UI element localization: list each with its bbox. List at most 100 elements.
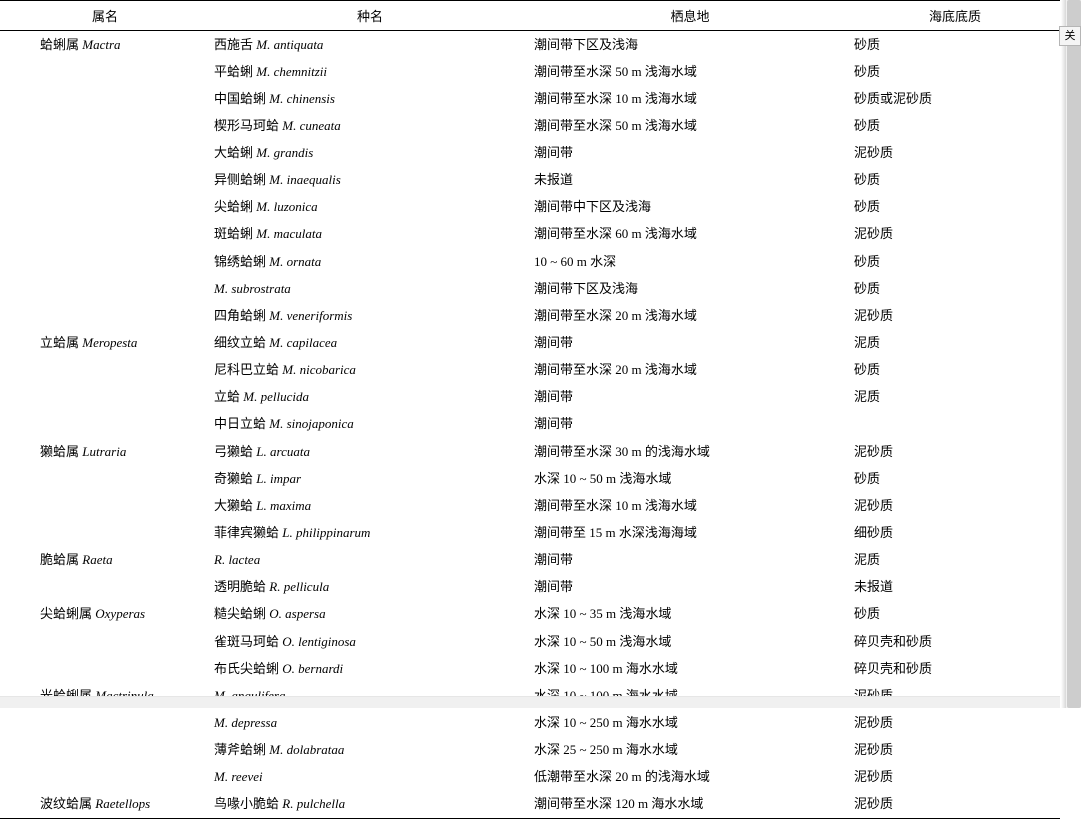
- species-cn: 大獭蛤: [214, 498, 253, 513]
- species-cell: 楔形马珂蛤 M. cuneata: [210, 112, 530, 139]
- species-scientific: O. lentiginosa: [282, 634, 356, 649]
- genus-cell: [0, 764, 210, 791]
- species-scientific: M. cuneata: [282, 118, 340, 133]
- species-scientific: M. inaequalis: [269, 172, 341, 187]
- vertical-scrollbar-thumb[interactable]: [1067, 0, 1081, 708]
- species-cell: 大蛤蜊 M. grandis: [210, 140, 530, 167]
- species-scientific: L. philippinarum: [282, 525, 370, 540]
- species-cn: 斑蛤蜊: [214, 226, 253, 241]
- genus-cell: [0, 194, 210, 221]
- species-cn: 薄斧蛤蜊: [214, 742, 266, 757]
- species-cn: 立蛤: [214, 389, 240, 404]
- habitat-cell: 水深 10 ~ 100 m 海水水域: [530, 655, 850, 682]
- substrate-cell: 泥砂质: [850, 710, 1060, 737]
- species-scientific: M. reevei: [214, 769, 263, 784]
- species-cell: 平蛤蜊 M. chemnitzii: [210, 58, 530, 85]
- genus-cell: 尖蛤蜊属 Oxyperas: [0, 601, 210, 628]
- vertical-scrollbar[interactable]: [1065, 0, 1081, 708]
- species-cn: 西施舌: [214, 37, 253, 52]
- substrate-cell: 砂质: [850, 167, 1060, 194]
- table-row: 尖蛤蜊属 Oxyperas糙尖蛤蜊 O. aspersa水深 10 ~ 35 m…: [0, 601, 1060, 628]
- substrate-cell: 砂质或泥砂质: [850, 85, 1060, 112]
- genus-cn: 尖蛤蜊属: [40, 606, 92, 621]
- habitat-cell: 水深 10 ~ 50 m 浅海水域: [530, 465, 850, 492]
- habitat-cell: 潮间带至水深 50 m 浅海水域: [530, 112, 850, 139]
- species-cn: 雀斑马珂蛤: [214, 634, 279, 649]
- table-row: 大獭蛤 L. maxima潮间带至水深 10 m 浅海水域泥砂质: [0, 492, 1060, 519]
- species-cell: M. reevei: [210, 764, 530, 791]
- habitat-cell: 潮间带至水深 120 m 海水水域: [530, 791, 850, 819]
- habitat-cell: 水深 10 ~ 250 m 海水水域: [530, 710, 850, 737]
- table-row: 脆蛤属 RaetaR. lactea潮间带泥质: [0, 547, 1060, 574]
- substrate-cell: 砂质: [850, 58, 1060, 85]
- species-cell: 菲律宾獭蛤 L. philippinarum: [210, 520, 530, 547]
- habitat-cell: 潮间带: [530, 547, 850, 574]
- substrate-cell: 未报道: [850, 574, 1060, 601]
- habitat-cell: 潮间带至水深 50 m 浅海水域: [530, 58, 850, 85]
- genus-cell: 立蛤属 Meropesta: [0, 330, 210, 357]
- habitat-cell: 潮间带下区及浅海: [530, 31, 850, 59]
- species-cell: 弓獭蛤 L. arcuata: [210, 438, 530, 465]
- genus-cell: [0, 465, 210, 492]
- genus-scientific: Raeta: [82, 552, 112, 567]
- table-row: 布氏尖蛤蜊 O. bernardi水深 10 ~ 100 m 海水水域碎贝壳和砂…: [0, 655, 1060, 682]
- habitat-cell: 潮间带: [530, 330, 850, 357]
- table-row: 平蛤蜊 M. chemnitzii潮间带至水深 50 m 浅海水域砂质: [0, 58, 1060, 85]
- substrate-cell: 泥砂质: [850, 302, 1060, 329]
- col-header-substrate: 海底底质: [850, 1, 1060, 31]
- substrate-cell: 碎贝壳和砂质: [850, 655, 1060, 682]
- genus-cn: 波纹蛤属: [40, 796, 92, 811]
- species-cell: 糙尖蛤蜊 O. aspersa: [210, 601, 530, 628]
- habitat-cell: 潮间带至水深 30 m 的浅海水域: [530, 438, 850, 465]
- table-row: 四角蛤蜊 M. veneriformis潮间带至水深 20 m 浅海水域泥砂质: [0, 302, 1060, 329]
- genus-scientific: Raetellops: [95, 796, 150, 811]
- substrate-cell: 泥质: [850, 384, 1060, 411]
- species-scientific: M. sinojaponica: [269, 416, 354, 431]
- substrate-cell: 砂质: [850, 465, 1060, 492]
- species-cn: 大蛤蜊: [214, 145, 253, 160]
- habitat-cell: 潮间带: [530, 411, 850, 438]
- col-header-habitat: 栖息地: [530, 1, 850, 31]
- species-cell: 布氏尖蛤蜊 O. bernardi: [210, 655, 530, 682]
- genus-cell: [0, 221, 210, 248]
- species-cell: 中日立蛤 M. sinojaponica: [210, 411, 530, 438]
- species-cn: 细纹立蛤: [214, 335, 266, 350]
- species-cell: 细纹立蛤 M. capilacea: [210, 330, 530, 357]
- genus-cell: [0, 384, 210, 411]
- close-button[interactable]: 关: [1059, 26, 1081, 46]
- habitat-cell: 低潮带至水深 20 m 的浅海水域: [530, 764, 850, 791]
- species-scientific: R. pellicula: [269, 579, 329, 594]
- genus-cell: [0, 58, 210, 85]
- habitat-cell: 潮间带至水深 10 m 浅海水域: [530, 85, 850, 112]
- species-scientific: M. ornata: [269, 254, 321, 269]
- habitat-cell: 潮间带: [530, 384, 850, 411]
- table-row: M. depressa水深 10 ~ 250 m 海水水域泥砂质: [0, 710, 1060, 737]
- species-cell: 斑蛤蜊 M. maculata: [210, 221, 530, 248]
- table-row: 奇獭蛤 L. impar水深 10 ~ 50 m 浅海水域砂质: [0, 465, 1060, 492]
- table-row: 尖蛤蜊 M. luzonica潮间带中下区及浅海砂质: [0, 194, 1060, 221]
- substrate-cell: 泥砂质: [850, 492, 1060, 519]
- species-cn: 平蛤蜊: [214, 64, 253, 79]
- substrate-cell: 泥质: [850, 547, 1060, 574]
- genus-cell: [0, 248, 210, 275]
- species-scientific: M. chinensis: [269, 91, 335, 106]
- substrate-cell: 泥砂质: [850, 791, 1060, 819]
- horizontal-scrollbar[interactable]: [0, 696, 1060, 708]
- substrate-cell: 泥砂质: [850, 221, 1060, 248]
- substrate-cell: 泥砂质: [850, 438, 1060, 465]
- genus-cell: [0, 710, 210, 737]
- species-cell: 尖蛤蜊 M. luzonica: [210, 194, 530, 221]
- table-row: 斑蛤蜊 M. maculata潮间带至水深 60 m 浅海水域泥砂质: [0, 221, 1060, 248]
- species-cn: 异侧蛤蜊: [214, 172, 266, 187]
- species-cn: 中日立蛤: [214, 416, 266, 431]
- species-scientific: L. impar: [256, 471, 301, 486]
- species-cn: 菲律宾獭蛤: [214, 525, 279, 540]
- table-row: 菲律宾獭蛤 L. philippinarum潮间带至 15 m 水深浅海海域细砂…: [0, 520, 1060, 547]
- genus-cell: [0, 628, 210, 655]
- species-cell: 尼科巴立蛤 M. nicobarica: [210, 357, 530, 384]
- species-cell: R. lactea: [210, 547, 530, 574]
- table-row: 中日立蛤 M. sinojaponica潮间带: [0, 411, 1060, 438]
- species-cn: 布氏尖蛤蜊: [214, 661, 279, 676]
- genus-cn: 立蛤属: [40, 335, 79, 350]
- genus-cell: [0, 655, 210, 682]
